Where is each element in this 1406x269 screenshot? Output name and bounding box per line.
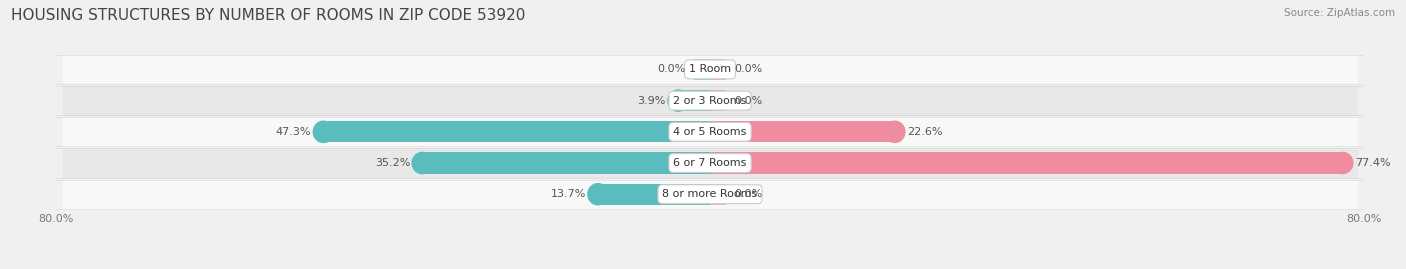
Ellipse shape bbox=[314, 121, 333, 142]
Bar bbox=[323, 121, 710, 142]
Bar bbox=[598, 184, 710, 205]
Text: 0.0%: 0.0% bbox=[657, 64, 686, 75]
Bar bbox=[710, 90, 727, 111]
Bar bbox=[678, 90, 710, 111]
Text: Source: ZipAtlas.com: Source: ZipAtlas.com bbox=[1284, 8, 1395, 18]
Ellipse shape bbox=[588, 184, 609, 205]
Bar bbox=[63, 86, 1357, 115]
Text: 47.3%: 47.3% bbox=[276, 127, 311, 137]
Bar bbox=[710, 184, 727, 205]
Text: HOUSING STRUCTURES BY NUMBER OF ROOMS IN ZIP CODE 53920: HOUSING STRUCTURES BY NUMBER OF ROOMS IN… bbox=[11, 8, 526, 23]
Text: 6 or 7 Rooms: 6 or 7 Rooms bbox=[673, 158, 747, 168]
Bar bbox=[63, 149, 1357, 177]
Text: 1 Room: 1 Room bbox=[689, 64, 731, 75]
Bar bbox=[422, 153, 710, 174]
Text: 0.0%: 0.0% bbox=[734, 64, 763, 75]
Bar bbox=[693, 59, 710, 80]
Bar bbox=[710, 59, 727, 80]
Ellipse shape bbox=[668, 90, 689, 111]
Text: 77.4%: 77.4% bbox=[1355, 158, 1391, 168]
Bar bbox=[63, 180, 1357, 208]
Text: 4 or 5 Rooms: 4 or 5 Rooms bbox=[673, 127, 747, 137]
Bar bbox=[710, 153, 1343, 174]
Text: 8 or more Rooms: 8 or more Rooms bbox=[662, 189, 758, 199]
Ellipse shape bbox=[1333, 153, 1353, 174]
Text: 35.2%: 35.2% bbox=[375, 158, 411, 168]
Bar bbox=[63, 55, 1357, 84]
Text: 13.7%: 13.7% bbox=[550, 189, 586, 199]
Text: 2 or 3 Rooms: 2 or 3 Rooms bbox=[673, 95, 747, 106]
Ellipse shape bbox=[412, 153, 433, 174]
Bar bbox=[63, 118, 1357, 146]
Text: 22.6%: 22.6% bbox=[907, 127, 942, 137]
Text: 0.0%: 0.0% bbox=[734, 189, 763, 199]
Text: 0.0%: 0.0% bbox=[734, 95, 763, 106]
Ellipse shape bbox=[884, 121, 905, 142]
Text: 3.9%: 3.9% bbox=[637, 95, 666, 106]
Bar bbox=[710, 121, 894, 142]
